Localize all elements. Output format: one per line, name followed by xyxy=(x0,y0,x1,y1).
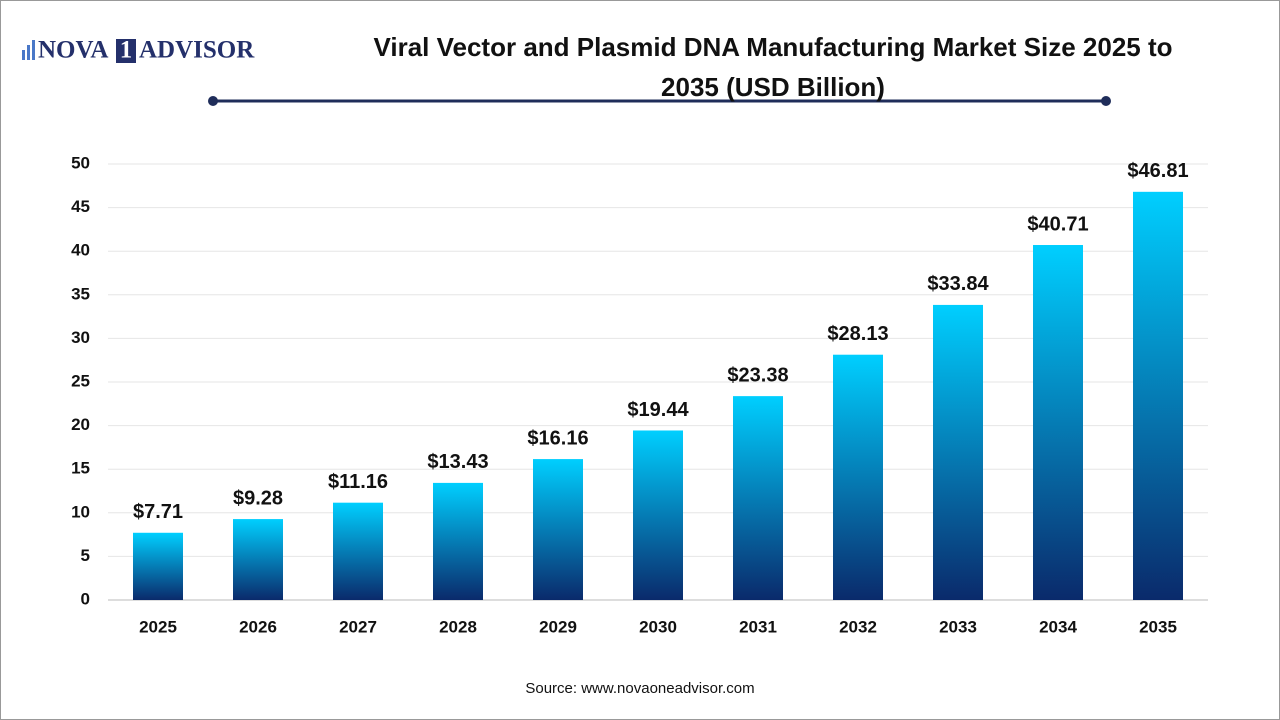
bar xyxy=(633,430,683,600)
x-tick-label: 2028 xyxy=(439,617,477,636)
value-label: $9.28 xyxy=(233,487,283,509)
y-tick-label: 35 xyxy=(71,284,90,303)
bar xyxy=(333,502,383,600)
x-tick-label: 2033 xyxy=(939,617,977,636)
x-tick-label: 2032 xyxy=(839,617,877,636)
logo-icon xyxy=(32,40,35,60)
logo: NOVA 1 ADVISOR xyxy=(22,37,255,64)
y-tick-label: 5 xyxy=(81,546,90,565)
bar xyxy=(433,482,483,600)
y-tick-label: 20 xyxy=(71,415,90,434)
y-tick-label: 10 xyxy=(71,502,90,521)
y-tick-label: 15 xyxy=(71,459,90,478)
x-tick-label: 2030 xyxy=(639,617,677,636)
value-label: $40.71 xyxy=(1027,213,1088,235)
logo-mark: 1 xyxy=(120,37,133,64)
x-tick-label: 2025 xyxy=(139,617,177,636)
bar xyxy=(1033,245,1083,601)
x-tick-label: 2035 xyxy=(1139,617,1177,636)
y-tick-label: 50 xyxy=(71,153,90,172)
y-tick-label: 45 xyxy=(71,197,90,216)
y-tick-label: 25 xyxy=(71,371,90,390)
value-label: $16.16 xyxy=(527,427,588,449)
x-tick-label: 2034 xyxy=(1039,617,1077,636)
x-tick-label: 2029 xyxy=(539,617,577,636)
bar xyxy=(533,459,583,600)
y-tick-label: 40 xyxy=(71,241,90,260)
bar xyxy=(833,354,883,600)
source: Source: www.novaoneadvisor.com xyxy=(525,680,754,697)
bar xyxy=(233,519,283,600)
bar xyxy=(733,396,783,600)
x-tick-label: 2031 xyxy=(739,617,777,636)
chart-title: Viral Vector and Plasmid DNA Manufacturi… xyxy=(373,32,1173,102)
y-tick-label: 30 xyxy=(71,328,90,347)
value-label: $7.71 xyxy=(133,501,183,523)
value-label: $23.38 xyxy=(727,364,788,386)
x-tick-label: 2026 xyxy=(239,617,277,636)
y-tick-label: 0 xyxy=(81,589,90,608)
x-tick-label: 2027 xyxy=(339,617,377,636)
value-label: $28.13 xyxy=(827,323,888,345)
logo-right: ADVISOR xyxy=(139,37,255,64)
title-rule-dot xyxy=(208,96,218,106)
bar xyxy=(933,304,983,600)
value-label: $19.44 xyxy=(627,399,689,421)
logo-icon xyxy=(22,50,25,60)
value-label: $33.84 xyxy=(927,273,989,295)
value-label: $13.43 xyxy=(427,451,488,473)
logo-icon xyxy=(27,45,30,60)
logo-box xyxy=(116,39,136,63)
bar xyxy=(133,532,183,600)
value-label: $46.81 xyxy=(1127,160,1188,182)
value-label: $11.16 xyxy=(328,471,388,493)
logo-left: NOVA xyxy=(38,37,108,64)
title-rule-dot xyxy=(1101,96,1111,106)
bar xyxy=(1133,191,1183,600)
